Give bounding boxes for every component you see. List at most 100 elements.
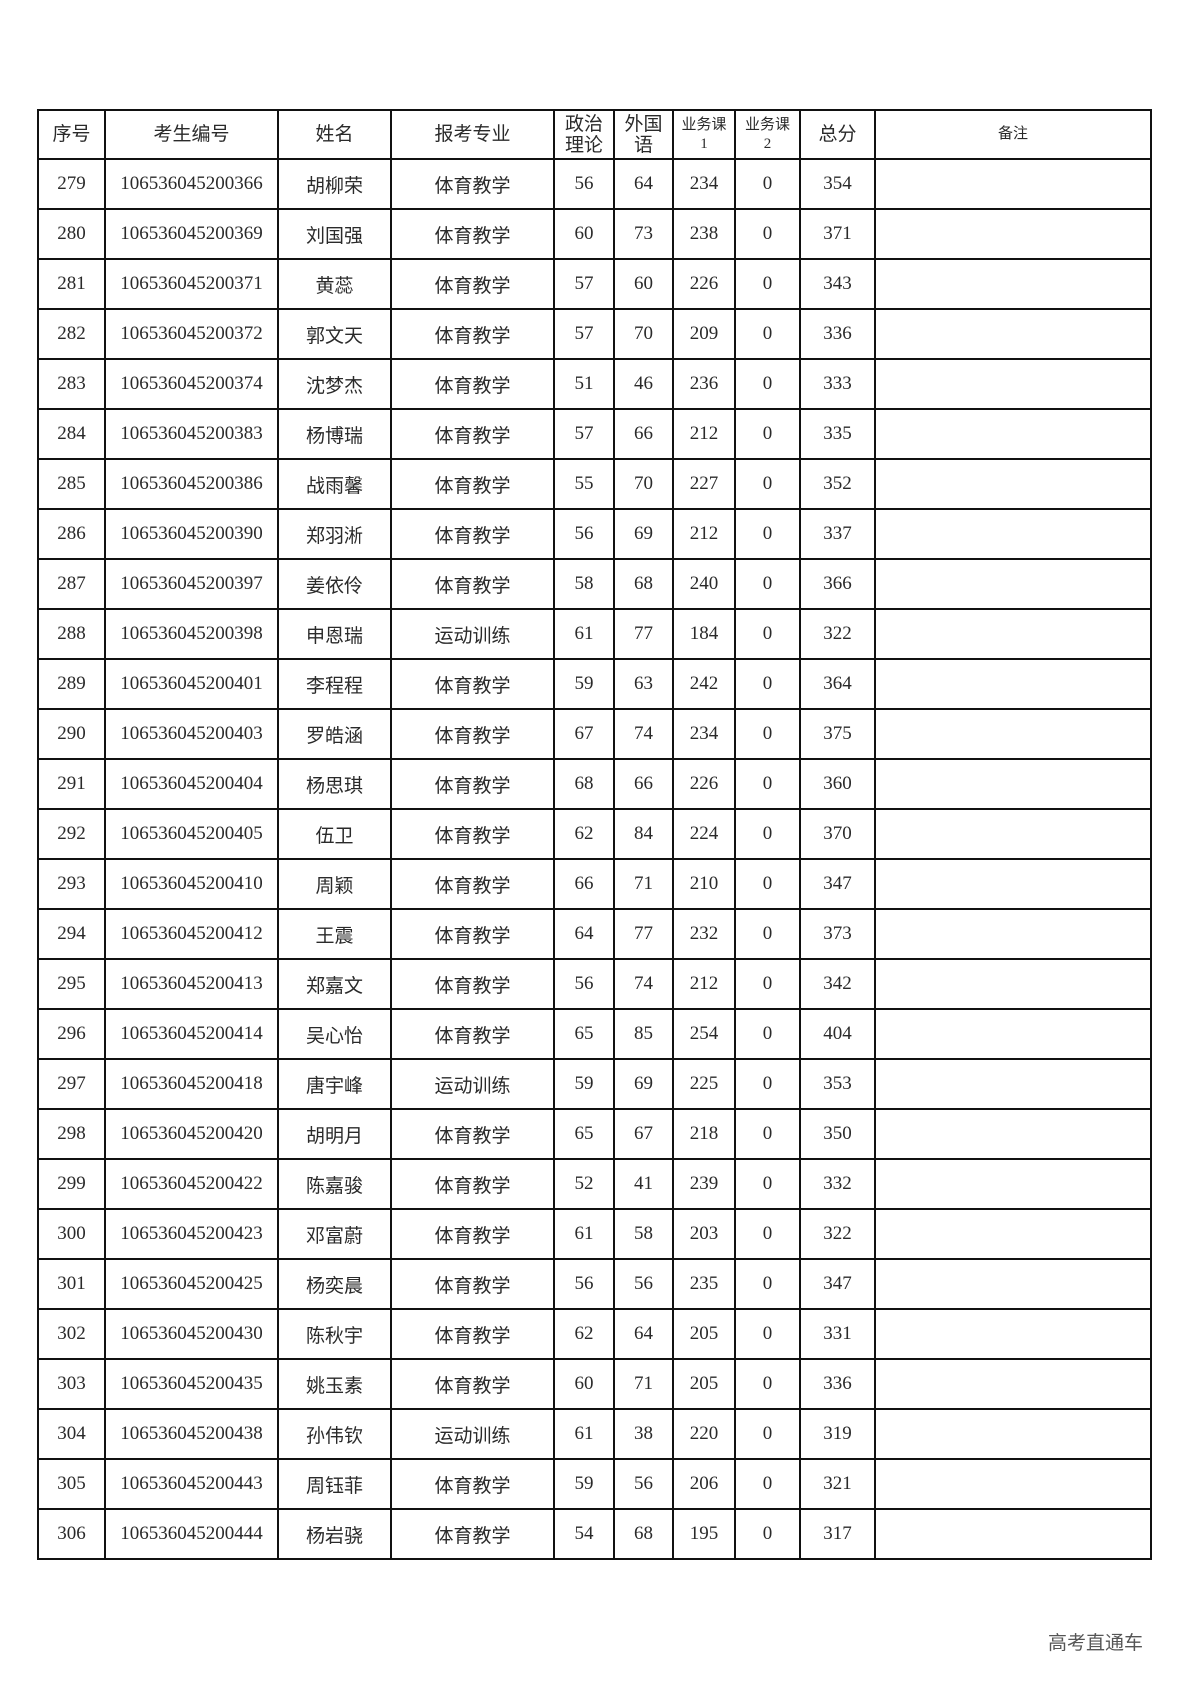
- cell-course-1: 226: [672, 258, 736, 310]
- cell-candidate-id: 106536045200374: [104, 358, 279, 410]
- cell-major: 体育教学: [390, 908, 555, 960]
- cell-candidate-id: 106536045200371: [104, 258, 279, 310]
- cell-foreign-language: 63: [613, 658, 674, 710]
- table-row: 298 106536045200420 胡明月 体育教学 65 67 218 0 350: [37, 1108, 1152, 1160]
- cell-name: 杨博瑞: [277, 408, 392, 460]
- cell-total: 332: [799, 1158, 876, 1210]
- cell-politics: 59: [553, 1458, 615, 1510]
- cell-total: 336: [799, 308, 876, 360]
- cell-foreign-language: 68: [613, 1508, 674, 1560]
- cell-remarks: [874, 658, 1152, 710]
- cell-major: 体育教学: [390, 458, 555, 510]
- header-index: 序号: [37, 109, 106, 160]
- cell-index: 294: [37, 908, 106, 960]
- cell-remarks: [874, 708, 1152, 760]
- cell-index: 280: [37, 208, 106, 260]
- header-total: 总分: [799, 109, 876, 160]
- cell-total: 375: [799, 708, 876, 760]
- score-table: 序号 考生编号 姓名 报考专业 政治 理论 外国 语 业务课 1 业务课 2 总…: [37, 109, 1152, 1560]
- cell-name: 周颖: [277, 858, 392, 910]
- cell-name: 姜依伶: [277, 558, 392, 610]
- cell-course-2: 0: [734, 1508, 801, 1560]
- cell-politics: 58: [553, 558, 615, 610]
- cell-remarks: [874, 858, 1152, 910]
- cell-major: 体育教学: [390, 308, 555, 360]
- cell-foreign-language: 67: [613, 1108, 674, 1160]
- cell-total: 331: [799, 1308, 876, 1360]
- cell-candidate-id: 106536045200414: [104, 1008, 279, 1060]
- cell-name: 姚玉素: [277, 1358, 392, 1410]
- cell-name: 周钰菲: [277, 1458, 392, 1510]
- cell-major: 体育教学: [390, 1008, 555, 1060]
- cell-politics: 68: [553, 758, 615, 810]
- cell-politics: 65: [553, 1108, 615, 1160]
- header-course-2: 业务课 2: [734, 109, 801, 160]
- cell-course-2: 0: [734, 658, 801, 710]
- cell-index: 293: [37, 858, 106, 910]
- cell-remarks: [874, 758, 1152, 810]
- cell-politics: 67: [553, 708, 615, 760]
- header-remarks: 备注: [874, 109, 1152, 160]
- cell-major: 体育教学: [390, 408, 555, 460]
- cell-total: 319: [799, 1408, 876, 1460]
- cell-major: 体育教学: [390, 158, 555, 210]
- cell-course-2: 0: [734, 808, 801, 860]
- cell-remarks: [874, 908, 1152, 960]
- header-name: 姓名: [277, 109, 392, 160]
- cell-index: 301: [37, 1258, 106, 1310]
- cell-politics: 56: [553, 1258, 615, 1310]
- cell-total: 366: [799, 558, 876, 610]
- cell-major: 体育教学: [390, 258, 555, 310]
- cell-total: 404: [799, 1008, 876, 1060]
- cell-candidate-id: 106536045200443: [104, 1458, 279, 1510]
- table-row: 289 106536045200401 李程程 体育教学 59 63 242 0 364: [37, 658, 1152, 710]
- cell-name: 杨思琪: [277, 758, 392, 810]
- cell-major: 体育教学: [390, 508, 555, 560]
- table-row: 284 106536045200383 杨博瑞 体育教学 57 66 212 0 335: [37, 408, 1152, 460]
- cell-remarks: [874, 808, 1152, 860]
- cell-course-1: 203: [672, 1208, 736, 1260]
- table-row: 290 106536045200403 罗皓涵 体育教学 67 74 234 0 375: [37, 708, 1152, 760]
- table-row: 304 106536045200438 孙伟钦 运动训练 61 38 220 0 319: [37, 1408, 1152, 1460]
- table-row: 279 106536045200366 胡柳荣 体育教学 56 64 234 0 354: [37, 158, 1152, 210]
- header-candidate-id: 考生编号: [104, 109, 279, 160]
- cell-total: 350: [799, 1108, 876, 1160]
- cell-course-2: 0: [734, 308, 801, 360]
- cell-name: 陈秋宇: [277, 1308, 392, 1360]
- cell-total: 370: [799, 808, 876, 860]
- cell-course-1: 236: [672, 358, 736, 410]
- cell-politics: 56: [553, 158, 615, 210]
- cell-candidate-id: 106536045200422: [104, 1158, 279, 1210]
- cell-foreign-language: 46: [613, 358, 674, 410]
- cell-course-2: 0: [734, 508, 801, 560]
- cell-foreign-language: 41: [613, 1158, 674, 1210]
- cell-index: 285: [37, 458, 106, 510]
- cell-candidate-id: 106536045200405: [104, 808, 279, 860]
- cell-politics: 57: [553, 258, 615, 310]
- cell-major: 体育教学: [390, 1208, 555, 1260]
- cell-politics: 65: [553, 1008, 615, 1060]
- cell-foreign-language: 66: [613, 758, 674, 810]
- cell-major: 体育教学: [390, 1108, 555, 1160]
- cell-candidate-id: 106536045200398: [104, 608, 279, 660]
- cell-remarks: [874, 1058, 1152, 1110]
- cell-politics: 56: [553, 958, 615, 1010]
- cell-politics: 57: [553, 408, 615, 460]
- cell-course-2: 0: [734, 208, 801, 260]
- cell-politics: 61: [553, 1208, 615, 1260]
- cell-foreign-language: 77: [613, 608, 674, 660]
- cell-index: 295: [37, 958, 106, 1010]
- cell-candidate-id: 106536045200413: [104, 958, 279, 1010]
- cell-candidate-id: 106536045200425: [104, 1258, 279, 1310]
- cell-course-1: 184: [672, 608, 736, 660]
- cell-politics: 60: [553, 1358, 615, 1410]
- watermark: 高考直通车: [1048, 1632, 1144, 1654]
- cell-major: 体育教学: [390, 1158, 555, 1210]
- cell-total: 353: [799, 1058, 876, 1110]
- cell-total: 364: [799, 658, 876, 710]
- cell-name: 黄蕊: [277, 258, 392, 310]
- cell-course-2: 0: [734, 1108, 801, 1160]
- cell-foreign-language: 66: [613, 408, 674, 460]
- cell-politics: 59: [553, 658, 615, 710]
- cell-remarks: [874, 458, 1152, 510]
